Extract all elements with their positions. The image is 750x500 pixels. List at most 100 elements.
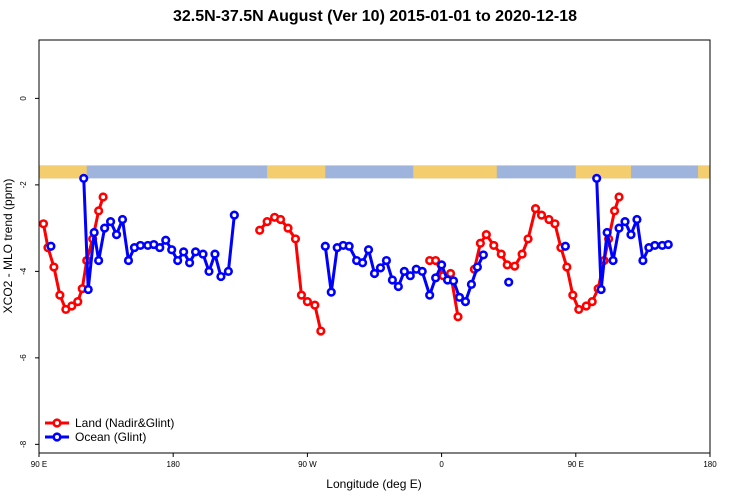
data-point: [55, 290, 65, 300]
data-point: [517, 249, 527, 259]
land-mask-segment: [267, 165, 326, 179]
land-ocean-mask-band: [39, 165, 710, 179]
data-point: [357, 258, 368, 268]
data-point: [460, 297, 471, 307]
data-point: [596, 284, 606, 295]
data-point: [363, 245, 374, 255]
data-point: [489, 240, 499, 251]
data-point: [344, 241, 354, 251]
data-point: [94, 206, 104, 216]
data-point: [381, 255, 392, 266]
data-point: [431, 273, 441, 283]
data-point: [100, 223, 110, 233]
data-point: [185, 258, 195, 268]
data-point: [375, 263, 386, 273]
data-point: [393, 281, 403, 292]
data-point: [478, 250, 488, 260]
data-point: [466, 279, 477, 289]
data-point: [117, 214, 128, 225]
data-point: [650, 240, 660, 251]
data-point: [262, 217, 272, 227]
data-point: [135, 240, 145, 251]
data-point: [568, 290, 578, 300]
data-point: [448, 276, 459, 286]
data-point: [536, 210, 547, 220]
legend-swatch-marker: [52, 432, 62, 442]
data-point: [614, 192, 624, 202]
chart-title: 32.5N-37.5N August (Ver 10) 2015-01-01 t…: [172, 8, 578, 25]
data-point: [167, 245, 177, 255]
y-tick-label: -2: [19, 181, 28, 189]
data-point: [425, 290, 435, 300]
x-tick-label: 180: [703, 460, 717, 469]
data-point: [46, 241, 56, 251]
data-point: [592, 173, 602, 183]
data-point: [405, 271, 415, 281]
ocean-series: [46, 173, 673, 307]
data-point: [544, 214, 554, 225]
data-point: [67, 301, 77, 311]
data-point: [602, 227, 612, 238]
data-point: [472, 262, 482, 272]
data-point: [562, 262, 572, 272]
land-mask-segment: [698, 165, 710, 179]
data-point: [638, 255, 648, 266]
data-point: [431, 255, 441, 266]
data-point: [223, 266, 233, 276]
data-point: [38, 219, 49, 229]
series-layer: [38, 173, 673, 336]
legend-entry-label: Ocean (Glint): [75, 430, 146, 444]
data-point: [173, 255, 183, 266]
data-point: [79, 173, 89, 183]
y-axis: 0 -2 -4 -6 -8: [19, 96, 39, 448]
data-point: [49, 262, 59, 272]
y-tick-label: 0: [19, 96, 28, 101]
data-point: [229, 210, 239, 220]
data-point: [179, 247, 189, 257]
data-point: [98, 192, 108, 202]
data-point: [481, 230, 491, 240]
data-point: [73, 297, 83, 307]
ocean-mask-strip: [39, 165, 710, 179]
plot-frame: [38, 39, 711, 454]
data-point: [216, 271, 226, 282]
legend: Land (Nadir&Glint)Ocean (Glint): [45, 416, 174, 444]
data-point: [89, 227, 99, 238]
data-point: [510, 261, 520, 271]
data-point: [210, 249, 220, 259]
land-mask-segment: [39, 165, 87, 179]
legend-entry-label: Land (Nadir&Glint): [75, 416, 174, 430]
data-point: [632, 214, 642, 225]
x-tick-label: 0: [439, 460, 444, 469]
data-point: [204, 266, 214, 276]
data-point: [417, 266, 427, 276]
data-point: [111, 230, 122, 240]
y-tick-label: -4: [19, 267, 28, 275]
data-point: [387, 275, 397, 285]
data-point: [587, 297, 597, 307]
data-point: [454, 292, 465, 302]
data-point: [550, 219, 560, 229]
data-point: [94, 255, 104, 266]
data-point: [105, 217, 116, 227]
data-point: [320, 241, 330, 251]
data-point: [302, 297, 313, 307]
legend-swatch-marker: [52, 418, 62, 428]
y-tick-label: -8: [19, 440, 28, 448]
data-point: [296, 290, 307, 300]
data-point: [316, 326, 326, 336]
x-tick-label: 90 W: [298, 460, 317, 469]
data-point: [290, 234, 301, 244]
x-tick-label: 180: [167, 460, 181, 469]
data-point: [614, 223, 624, 233]
data-point: [504, 277, 514, 287]
data-point: [275, 214, 286, 225]
data-point: [560, 241, 570, 251]
data-point: [530, 204, 541, 214]
y-axis-label: XCO2 - MLO trend (ppm): [1, 179, 15, 314]
data-point: [437, 260, 447, 270]
data-point: [626, 230, 636, 240]
x-axis-label: Longitude (deg E): [326, 477, 421, 491]
data-point: [453, 312, 463, 322]
